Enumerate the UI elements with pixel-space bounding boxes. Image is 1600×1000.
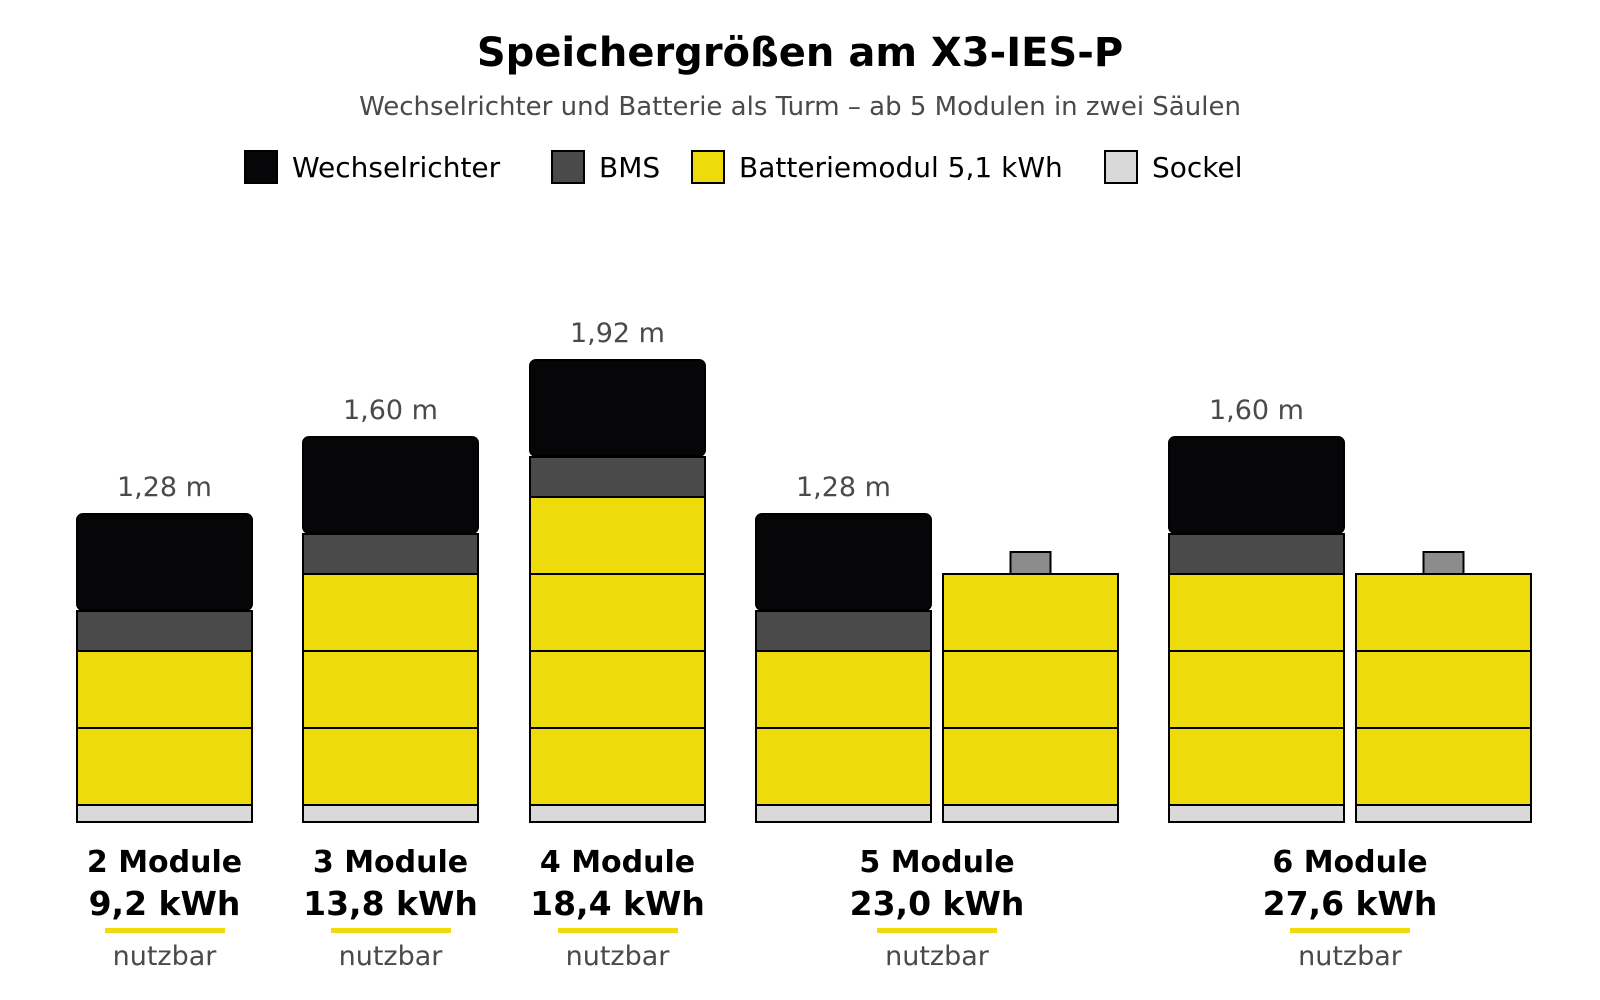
base-plinth xyxy=(755,804,932,823)
bms-unit xyxy=(1168,533,1345,575)
config-capacity-label: 13,8 kWh xyxy=(303,884,478,923)
config-underline xyxy=(877,928,997,933)
chart-title: Speichergrößen am X3-IES-P xyxy=(476,30,1124,76)
legend-swatch-bms xyxy=(551,150,585,184)
legend: Wechselrichter BMS Batteriemodul 5,1 kWh… xyxy=(0,148,1600,188)
inverter-unit xyxy=(302,436,479,534)
bms-unit xyxy=(76,610,253,652)
battery-module xyxy=(1168,650,1345,729)
base-plinth xyxy=(529,804,706,823)
bms-unit xyxy=(302,533,479,575)
inverter-unit xyxy=(529,359,706,457)
height-label: 1,60 m xyxy=(343,395,438,426)
battery-module xyxy=(529,496,706,575)
config-modules-label: 3 Module xyxy=(312,845,469,880)
battery-module xyxy=(76,650,253,729)
config-note-label: nutzbar xyxy=(1298,941,1402,972)
bms-unit xyxy=(529,456,706,498)
legend-item-module: Batteriemodul 5,1 kWh xyxy=(691,148,1063,186)
battery-module xyxy=(1355,650,1532,729)
legend-label-module: Batteriemodul 5,1 kWh xyxy=(739,150,1063,184)
inverter-unit xyxy=(755,513,932,611)
config-capacity-label: 23,0 kWh xyxy=(849,884,1025,923)
legend-swatch-inverter xyxy=(244,150,278,184)
config-underline xyxy=(104,928,225,933)
battery-module xyxy=(1168,573,1345,652)
legend-swatch-module xyxy=(691,150,725,184)
config-underline xyxy=(557,928,678,933)
battery-module xyxy=(1168,727,1345,806)
battery-module xyxy=(942,727,1119,806)
chart-subtitle: Wechselrichter und Batterie als Turm – a… xyxy=(359,92,1241,122)
inverter-unit xyxy=(1168,436,1345,534)
config-modules-label: 2 Module xyxy=(86,845,243,880)
legend-swatch-base xyxy=(1104,150,1138,184)
battery-module xyxy=(302,573,479,652)
config-note-label: nutzbar xyxy=(338,941,443,972)
base-plinth xyxy=(302,804,479,823)
battery-module xyxy=(302,650,479,729)
battery-module xyxy=(1355,727,1532,806)
height-label: 1,92 m xyxy=(570,318,665,349)
battery-module xyxy=(755,650,932,729)
base-plinth xyxy=(76,804,253,823)
extension-cap xyxy=(1422,551,1465,575)
battery-module xyxy=(529,727,706,806)
extension-cap xyxy=(1009,551,1052,575)
battery-module xyxy=(302,727,479,806)
config-underline xyxy=(330,928,451,933)
bms-unit xyxy=(755,610,932,652)
legend-item-bms: BMS xyxy=(551,148,660,186)
height-label: 1,28 m xyxy=(117,472,212,503)
inverter-unit xyxy=(76,513,253,611)
config-note-label: nutzbar xyxy=(112,941,217,972)
battery-module xyxy=(755,727,932,806)
base-plinth xyxy=(1355,804,1532,823)
battery-module xyxy=(942,650,1119,729)
battery-module xyxy=(1355,573,1532,652)
height-label: 1,28 m xyxy=(796,472,891,503)
base-plinth xyxy=(1168,804,1345,823)
battery-module xyxy=(529,650,706,729)
height-label: 1,60 m xyxy=(1209,395,1304,426)
legend-label-bms: BMS xyxy=(599,150,661,184)
base-plinth xyxy=(942,804,1119,823)
config-modules-label: 6 Module xyxy=(1272,845,1428,880)
config-note-label: nutzbar xyxy=(565,941,670,972)
config-capacity-label: 27,6 kWh xyxy=(1262,884,1438,923)
config-modules-label: 4 Module xyxy=(539,845,696,880)
config-modules-label: 5 Module xyxy=(859,845,1015,880)
legend-item-inverter: Wechselrichter xyxy=(244,148,500,186)
config-note-label: nutzbar xyxy=(885,941,989,972)
config-underline xyxy=(1290,928,1410,933)
config-capacity-label: 9,2 kWh xyxy=(88,884,241,923)
legend-label-inverter: Wechselrichter xyxy=(292,150,501,184)
battery-module xyxy=(942,573,1119,652)
battery-module xyxy=(76,727,253,806)
legend-item-base: Sockel xyxy=(1104,148,1243,186)
config-capacity-label: 18,4 kWh xyxy=(530,884,705,923)
legend-label-base: Sockel xyxy=(1152,150,1243,184)
battery-module xyxy=(529,573,706,652)
